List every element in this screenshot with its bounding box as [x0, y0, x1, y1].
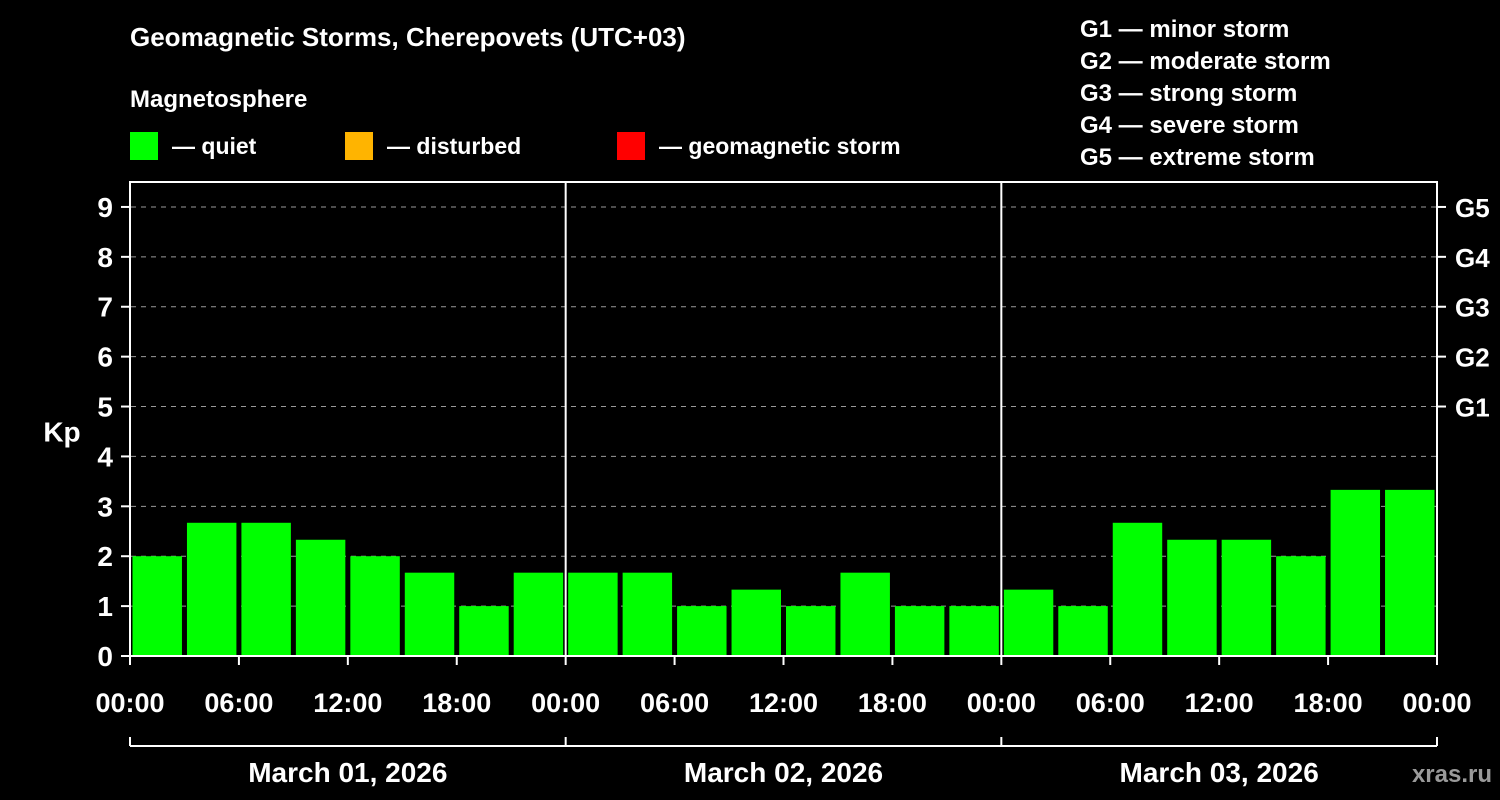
x-tick-label: 18:00 [858, 688, 927, 718]
kp-bar [568, 572, 618, 656]
x-tick-label: 00:00 [967, 688, 1036, 718]
y-tick-label: 6 [97, 342, 113, 373]
g-scale-legend: G1 — minor storm G2 — moderate storm G3 … [1080, 14, 1331, 174]
legend-item-storm: — geomagnetic storm [617, 132, 901, 160]
x-tick-label: 06:00 [1076, 688, 1145, 718]
quiet-swatch-icon [130, 132, 158, 160]
kp-bar [241, 522, 291, 656]
kp-bar [295, 539, 346, 656]
kp-bar [677, 606, 727, 656]
x-tick-label: 12:00 [1185, 688, 1254, 718]
date-label: March 02, 2026 [684, 757, 883, 788]
x-tick-label: 06:00 [204, 688, 273, 718]
kp-bar [513, 572, 564, 656]
x-tick-label: 00:00 [531, 688, 600, 718]
kp-bar [1221, 539, 1272, 656]
magnetosphere-label: Magnetosphere [130, 86, 308, 113]
y-tick-label: 5 [97, 392, 113, 423]
legend-item-disturbed: — disturbed [345, 132, 521, 160]
legend-label-disturbed: — disturbed [387, 132, 522, 159]
kp-bar [186, 522, 237, 656]
kp-bar [1385, 489, 1435, 656]
kp-bar [1112, 522, 1163, 656]
date-label: March 01, 2026 [248, 757, 447, 788]
x-tick-label: 12:00 [749, 688, 818, 718]
watermark: xras.ru [1412, 761, 1492, 788]
y-tick-label: 1 [97, 591, 113, 622]
kp-bar [622, 572, 673, 656]
disturbed-swatch-icon [345, 132, 373, 160]
g-tick-label: G4 [1455, 243, 1490, 273]
kp-bar [949, 606, 999, 656]
y-tick-label: 7 [97, 292, 113, 323]
g-tick-label: G1 [1455, 393, 1490, 423]
g4-legend-line: G4 — severe storm [1080, 112, 1299, 139]
kp-bar [786, 606, 836, 656]
kp-bar [132, 556, 182, 656]
y-tick-label: 4 [97, 441, 113, 472]
kp-bar [404, 572, 455, 656]
y-tick-label: 2 [97, 541, 113, 572]
kp-bar [1058, 606, 1108, 656]
g-tick-label: G5 [1455, 193, 1490, 223]
y-tick-label: 8 [97, 242, 113, 273]
y-tick-label: 0 [97, 641, 113, 672]
x-tick-label: 18:00 [422, 688, 491, 718]
kp-bar [1167, 539, 1217, 656]
kp-bar [459, 606, 509, 656]
x-tick-label: 18:00 [1294, 688, 1363, 718]
g1-legend-line: G1 — minor storm [1080, 16, 1290, 43]
kp-bar [1003, 589, 1054, 656]
y-tick-label: 9 [97, 192, 113, 223]
g5-legend-line: G5 — extreme storm [1080, 144, 1315, 171]
g2-legend-line: G2 — moderate storm [1080, 48, 1331, 75]
legend-item-quiet: — quiet [130, 132, 256, 160]
x-tick-label: 06:00 [640, 688, 709, 718]
legend-label-quiet: — quiet [172, 132, 257, 159]
g-tick-label: G3 [1455, 293, 1490, 323]
y-tick-label: 3 [97, 491, 113, 522]
x-tick-label: 00:00 [1402, 688, 1471, 718]
kp-bar [840, 572, 890, 656]
g3-legend-line: G3 — strong storm [1080, 80, 1298, 107]
kp-bar [731, 589, 781, 656]
kp-bar [1276, 556, 1326, 656]
x-tick-label: 00:00 [95, 688, 164, 718]
date-label: March 03, 2026 [1120, 757, 1319, 788]
g-tick-label: G2 [1455, 343, 1490, 373]
kp-bar [894, 606, 945, 656]
y-axis-title: Kp [43, 416, 80, 447]
kp-bar [350, 556, 400, 656]
storm-swatch-icon [617, 132, 645, 160]
x-tick-label: 12:00 [313, 688, 382, 718]
page-title: Geomagnetic Storms, Cherepovets (UTC+03) [130, 22, 686, 52]
legend-label-storm: — geomagnetic storm [659, 132, 901, 159]
kp-bar [1330, 489, 1381, 656]
